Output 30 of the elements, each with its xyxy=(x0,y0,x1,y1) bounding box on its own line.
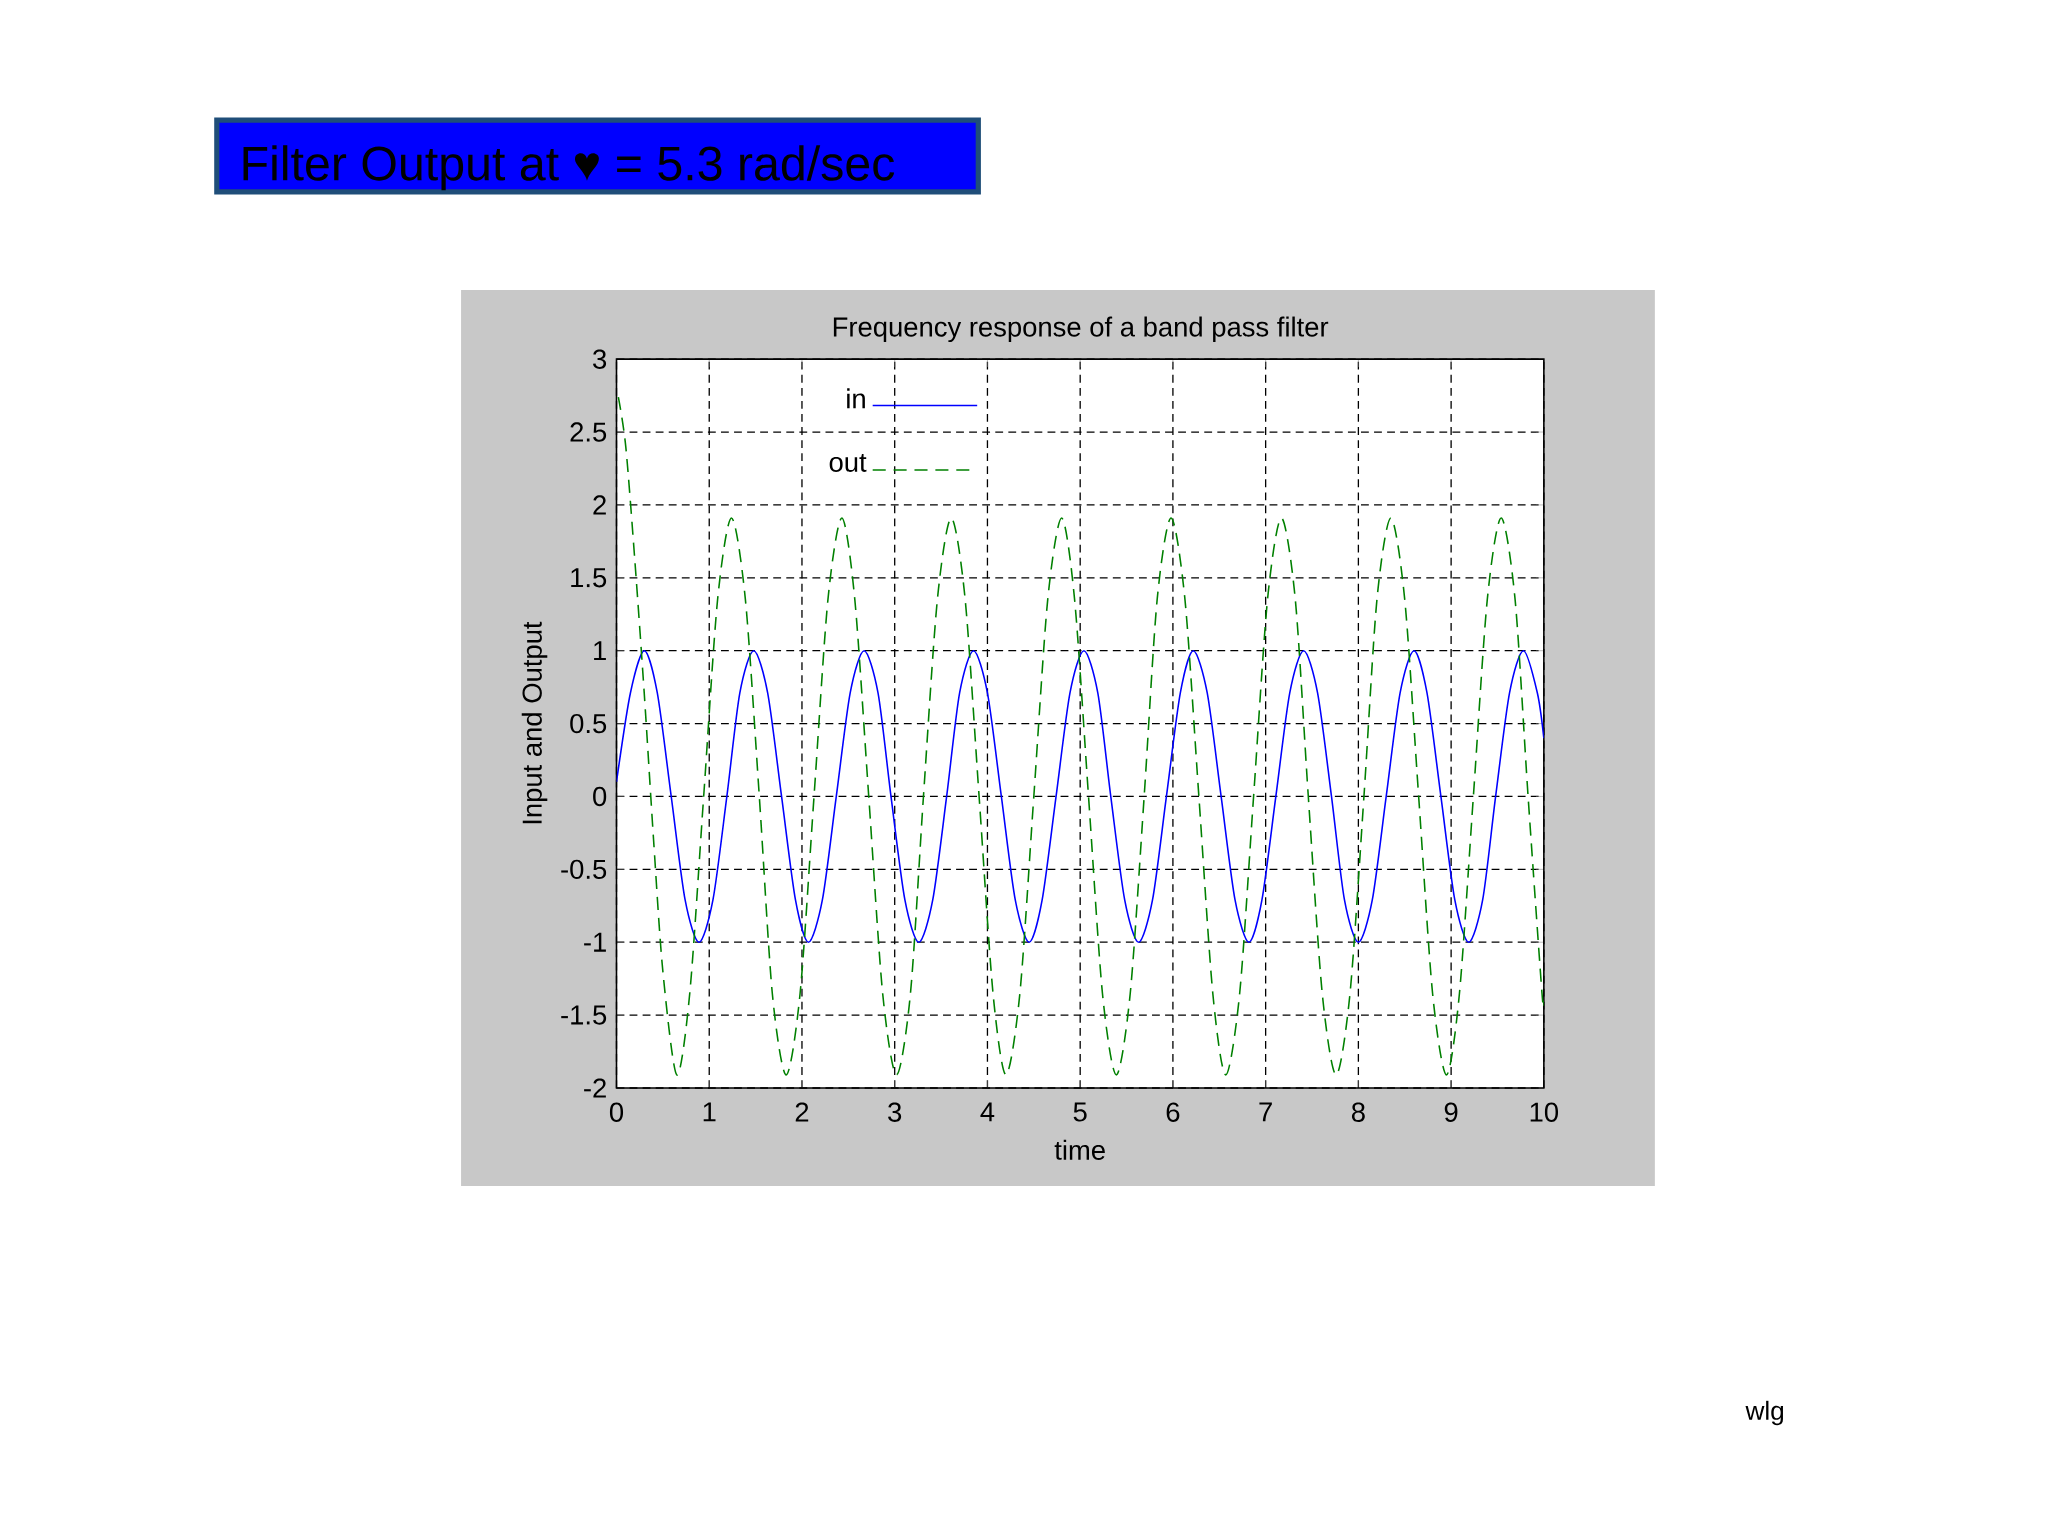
x-tick-label: 9 xyxy=(1444,1102,1458,1122)
x-tick-label: 4 xyxy=(980,1102,995,1122)
x-tick-label: 5 xyxy=(1073,1102,1087,1122)
x-axis-title: time xyxy=(1054,1139,1105,1160)
y-tick-label: 0 xyxy=(593,786,607,807)
y-tick-label: 1 xyxy=(594,641,606,661)
y-tick-label: -1.5 xyxy=(561,1005,607,1025)
chart-title: Filter Output at ♥ = 5.3 rad/sec xyxy=(243,145,895,191)
chart-subtitle: Frequency response of a band pass filter xyxy=(833,316,1329,343)
x-tick-label: 0 xyxy=(609,1102,624,1122)
y-tick-label: 1.5 xyxy=(571,568,607,588)
y-tick-label: -2 xyxy=(584,1078,606,1098)
line-series xyxy=(616,649,1544,944)
y-tick-label: 3 xyxy=(593,349,607,369)
y-tick-label: 2 xyxy=(593,495,606,515)
text: wlg xyxy=(1745,1400,1784,1426)
x-tick-label: 7 xyxy=(1259,1102,1272,1122)
legend-label: out xyxy=(829,453,867,472)
y-tick-label: -0.5 xyxy=(561,859,607,880)
legend-label: in xyxy=(847,388,865,409)
y-axis-title: Input and Output xyxy=(521,621,548,824)
x-tick-label: 6 xyxy=(1166,1102,1180,1122)
y-tick-label: -1 xyxy=(584,932,606,952)
y-tick-label: 0.5 xyxy=(570,713,607,734)
x-tick-label: 10 xyxy=(1530,1102,1559,1122)
x-tick-label: 1 xyxy=(703,1102,716,1122)
x-tick-label: 2 xyxy=(795,1102,809,1122)
x-tick-label: 3 xyxy=(888,1102,902,1122)
x-tick-label: 8 xyxy=(1351,1102,1365,1122)
y-tick-label: 2.5 xyxy=(570,422,607,442)
